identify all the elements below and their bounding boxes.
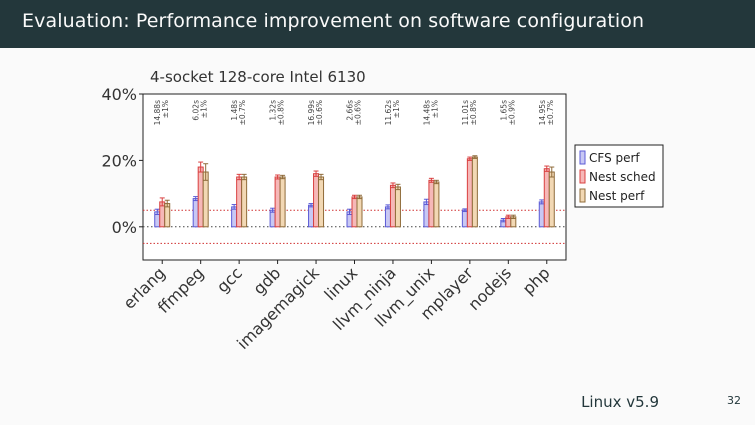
nest-perf-bar [433, 181, 440, 228]
nest-sched-bar [197, 166, 204, 228]
baseline-time-label: 1.32s [269, 100, 278, 121]
nest-perf-bar [318, 176, 325, 228]
baseline-time-label: 1.65s [499, 100, 508, 121]
cfs-perf-bar [384, 206, 391, 228]
slide-title: Evaluation: Performance improvement on s… [22, 10, 645, 32]
cfs-perf-bar [308, 204, 315, 228]
nest-perf-bar [548, 171, 555, 228]
category-label: php [519, 263, 554, 298]
baseline-time-label: 14.95s [538, 100, 547, 125]
baseline-error-label: ±0.9% [507, 100, 516, 125]
cfs-perf-bar [192, 198, 199, 228]
nest-sched-bar [466, 158, 473, 228]
nest-sched-bar [428, 179, 435, 228]
legend-label: Nest sched [589, 170, 656, 184]
cfs-perf-bar [461, 209, 468, 228]
footer-version: Linux v5.9 [581, 393, 659, 411]
legend-label: CFS perf [589, 151, 640, 165]
y-tick-label: 20% [101, 151, 137, 170]
baseline-time-label: 11.62s [384, 100, 393, 125]
y-tick-label: 0% [112, 218, 137, 237]
baseline-error-label: ±0.8% [277, 100, 286, 125]
category-label: gcc [213, 263, 246, 296]
baseline-time-label: 14.88s [153, 100, 162, 125]
cfs-perf-bar [423, 201, 430, 228]
baseline-error-label: ±0.7% [238, 100, 247, 125]
baseline-error-label: ±0.6% [354, 100, 363, 125]
legend-label: Nest perf [589, 189, 645, 203]
legend-swatch [579, 188, 586, 203]
nest-perf-bar [241, 176, 248, 228]
baseline-error-label: ±1% [392, 100, 401, 118]
cfs-perf-bar [231, 206, 238, 228]
cfs-perf-bar [538, 201, 545, 228]
category-label: nodejs [464, 263, 515, 314]
baseline-time-label: 1.48s [230, 100, 239, 121]
nest-perf-bar [394, 186, 401, 228]
baseline-time-label: 2.66s [346, 100, 355, 121]
nest-sched-bar [543, 168, 550, 228]
legend-swatch [579, 150, 586, 165]
plot-frame [142, 93, 567, 261]
baseline-error-label: ±1% [161, 100, 170, 118]
y-tick-label: 40% [101, 85, 137, 104]
nest-perf-bar [279, 176, 286, 228]
slide-header: Evaluation: Performance improvement on s… [0, 0, 755, 48]
nest-perf-bar [356, 196, 363, 228]
legend-box [574, 144, 664, 208]
baseline-time-label: 6.02s [192, 100, 201, 121]
nest-sched-bar [351, 196, 358, 228]
baseline-error-label: ±1% [430, 100, 439, 118]
bar-chart: 4-socket 128-core Intel 6130 0%20%40%erl… [101, 68, 664, 353]
baseline-time-label: 16.99s [307, 100, 316, 125]
baseline-error-label: ±1% [200, 100, 209, 118]
chart-title: 4-socket 128-core Intel 6130 [150, 68, 366, 86]
nest-sched-bar [274, 176, 281, 228]
nest-perf-bar [471, 156, 478, 228]
legend-swatch [579, 169, 586, 184]
nest-sched-bar [236, 176, 243, 228]
baseline-time-label: 11.01s [461, 100, 470, 125]
nest-sched-bar [313, 173, 320, 228]
nest-sched-bar [389, 184, 396, 228]
baseline-error-label: ±0.6% [315, 100, 324, 125]
baseline-error-label: ±0.8% [469, 100, 478, 125]
page-number: 32 [727, 394, 741, 407]
baseline-time-label: 14.48s [422, 100, 431, 125]
baseline-error-label: ±0.7% [546, 100, 555, 125]
